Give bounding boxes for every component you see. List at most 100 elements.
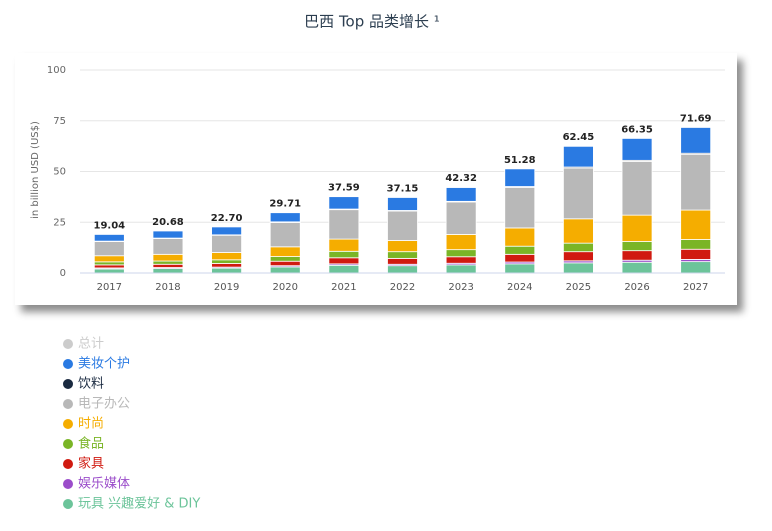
bar-segment bbox=[446, 250, 476, 257]
total-label: 19.04 bbox=[93, 220, 125, 231]
title: 巴西 Top 品类增长 ¹ bbox=[304, 13, 440, 31]
bar-segment bbox=[446, 188, 476, 202]
y-tick-label: 100 bbox=[47, 65, 66, 76]
bar-segment bbox=[622, 161, 652, 215]
bar-segment bbox=[622, 215, 652, 241]
legend-marker bbox=[63, 339, 73, 349]
x-tick-label: 2025 bbox=[566, 282, 591, 293]
bar-segment bbox=[329, 210, 359, 239]
bar-segment bbox=[681, 262, 711, 273]
bar-segment bbox=[563, 168, 593, 219]
bar-segment bbox=[94, 234, 124, 241]
bar-segment bbox=[153, 231, 183, 238]
y-tick-label: 50 bbox=[53, 167, 66, 178]
bar-segment bbox=[329, 251, 359, 257]
x-tick-label: 2020 bbox=[273, 282, 298, 293]
bar-segment bbox=[505, 187, 535, 228]
bar-segment bbox=[329, 265, 359, 273]
bar-segment bbox=[94, 256, 124, 262]
bar-segment bbox=[270, 257, 300, 262]
bar-segment bbox=[94, 242, 124, 256]
bar-segment bbox=[270, 213, 300, 222]
bar-segment bbox=[505, 246, 535, 254]
bar-segment bbox=[681, 210, 711, 239]
bar-segment bbox=[446, 234, 476, 249]
total-label: 42.32 bbox=[445, 173, 477, 184]
bar-segment bbox=[329, 258, 359, 264]
x-tick-label: 2027 bbox=[683, 282, 708, 293]
bar-segment bbox=[563, 263, 593, 273]
legend-label: 玩具 兴趣爱好 & DIY bbox=[78, 497, 200, 512]
x-tick-label: 2018 bbox=[155, 282, 180, 293]
bar-segment bbox=[388, 266, 418, 273]
bar-segment bbox=[681, 154, 711, 210]
x-tick-label: 2017 bbox=[97, 282, 122, 293]
bar-segment bbox=[212, 260, 242, 264]
bar-segment bbox=[212, 263, 242, 267]
bar-segment bbox=[153, 238, 183, 254]
bar-segment bbox=[270, 261, 300, 265]
bar-segment bbox=[329, 239, 359, 251]
legend-marker bbox=[63, 459, 73, 469]
bar-segment bbox=[622, 251, 652, 261]
bar-segment bbox=[563, 252, 593, 261]
total-label: 37.59 bbox=[328, 183, 360, 194]
bar-segment bbox=[270, 247, 300, 257]
total-label: 37.15 bbox=[387, 184, 419, 195]
total-label: 71.69 bbox=[680, 113, 712, 124]
legend-label: 饮料 bbox=[78, 377, 104, 392]
bar-segment bbox=[505, 228, 535, 246]
legend-marker bbox=[63, 379, 73, 389]
legend-marker bbox=[63, 439, 73, 449]
bar-segment bbox=[681, 240, 711, 250]
bar-segment bbox=[270, 267, 300, 273]
bar-segment bbox=[622, 138, 652, 160]
legend-label: 总计 bbox=[78, 337, 104, 352]
y-tick-label: 25 bbox=[53, 217, 66, 228]
y-tick-label: 0 bbox=[60, 268, 66, 279]
legend-label: 时尚 bbox=[78, 417, 104, 432]
bar-segment bbox=[153, 261, 183, 264]
bar-segment bbox=[212, 268, 242, 273]
bar-segment bbox=[388, 241, 418, 252]
bar-segment bbox=[446, 202, 476, 234]
legend-marker bbox=[63, 399, 73, 409]
total-label: 29.71 bbox=[269, 199, 301, 210]
total-label: 22.70 bbox=[211, 213, 243, 224]
bar-segment bbox=[505, 264, 535, 273]
legend-marker bbox=[63, 499, 73, 509]
bar-segment bbox=[153, 264, 183, 267]
bar-segment bbox=[153, 254, 183, 261]
bar-segment bbox=[329, 197, 359, 209]
bar-segment bbox=[153, 269, 183, 273]
bar-segment bbox=[212, 235, 242, 252]
y-axis-label: in billion USD (US$) bbox=[30, 121, 41, 219]
legend-label: 家具 bbox=[78, 456, 104, 472]
bar-segment bbox=[446, 257, 476, 263]
bar-segment bbox=[94, 262, 124, 265]
bar-segment bbox=[212, 227, 242, 235]
bar-segment bbox=[388, 258, 418, 264]
bar-segment bbox=[622, 262, 652, 273]
bar-segment bbox=[505, 254, 535, 262]
x-tick-label: 2024 bbox=[507, 282, 532, 293]
legend-label: 食品 bbox=[78, 436, 104, 452]
y-tick-label: 75 bbox=[53, 116, 66, 127]
bar-segment bbox=[622, 242, 652, 251]
x-tick-label: 2019 bbox=[214, 282, 239, 293]
legend-marker bbox=[63, 419, 73, 429]
x-tick-label: 2023 bbox=[448, 282, 473, 293]
legend-label: 娱乐媒体 bbox=[78, 477, 130, 492]
bar-segment bbox=[388, 252, 418, 259]
bar-segment bbox=[563, 219, 593, 243]
x-tick-label: 2021 bbox=[331, 282, 356, 293]
bar-segment bbox=[681, 127, 711, 153]
bar-segment bbox=[94, 269, 124, 273]
bar-segment bbox=[563, 243, 593, 252]
legend-label: 美妆个护 bbox=[78, 357, 130, 372]
bar-segment bbox=[505, 169, 535, 187]
bar-segment bbox=[388, 211, 418, 240]
bar-segment bbox=[212, 252, 242, 259]
legend-marker bbox=[63, 479, 73, 489]
